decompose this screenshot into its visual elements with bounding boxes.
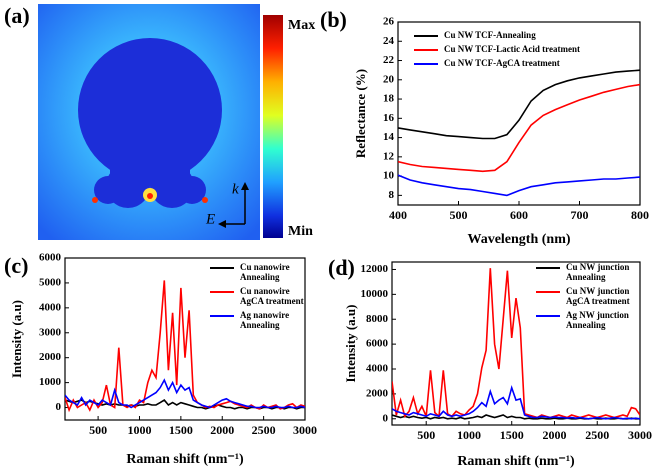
panel-label: (b) <box>320 7 347 32</box>
x-axis-label: Wavelength (nm) <box>467 232 570 247</box>
series-line <box>398 174 640 197</box>
x-tick-label: 1500 <box>500 428 524 442</box>
y-tick-label: 6000 <box>366 338 389 350</box>
legend-label: Cu NW TCF-Lactic Acid treatment <box>444 44 580 54</box>
x-tick-label: 800 <box>631 208 649 222</box>
y-tick-label: 5000 <box>39 276 62 288</box>
x-tick-label: 1000 <box>457 428 481 442</box>
y-axis-label: Reflectance (%) <box>353 69 368 158</box>
legend-box: Cu NW TCF-Lactic Acid treatment <box>444 44 580 54</box>
field-label: E <box>205 211 215 227</box>
series-line <box>65 280 305 413</box>
x-tick-label: 600 <box>510 208 528 222</box>
legend-box: Cu NW junction Annealing <box>566 262 630 282</box>
x-tick-label: 2500 <box>585 428 609 442</box>
x-tick-label: 1500 <box>169 423 193 437</box>
y-tick-label: 18 <box>383 93 395 105</box>
legend-box: Cu nanowire AgCA treatment <box>240 286 304 306</box>
x-tick-label: 3000 <box>628 428 652 442</box>
legend-box: Ag NW junction Annealing <box>566 310 629 330</box>
series-line <box>398 69 640 140</box>
y-tick-label: 12 <box>383 150 395 162</box>
x-tick-label: 700 <box>571 208 589 222</box>
x-tick-label: 2000 <box>542 428 566 442</box>
legend-label: Cu NW junction Annealing <box>566 262 630 282</box>
panel-label: (a) <box>4 3 30 28</box>
y-tick-label: 8000 <box>366 313 389 325</box>
x-tick-label: 3000 <box>293 423 317 437</box>
wave-vector-label: k <box>232 181 239 197</box>
legend-label: Cu nanowire Annealing <box>240 262 290 282</box>
y-tick-label: 4000 <box>39 301 62 313</box>
legend-label: Ag nanowire Annealing <box>240 310 290 330</box>
y-tick-label: 0 <box>56 401 62 413</box>
x-tick-label: 2000 <box>210 423 234 437</box>
field-image <box>38 4 283 240</box>
y-tick-label: 4000 <box>366 363 389 375</box>
y-tick-label: 10 <box>383 170 395 182</box>
legend-box: Cu NW junction AgCA treatment <box>566 286 630 306</box>
y-tick-label: 26 <box>383 16 395 28</box>
legend-box: Cu nanowire Annealing <box>240 262 290 282</box>
legend-box: Cu NW TCF-AgCA treatment <box>444 58 560 68</box>
y-tick-label: 2000 <box>366 387 389 399</box>
legend-box: Ag nanowire Annealing <box>240 310 290 330</box>
y-tick-label: 16 <box>383 112 395 124</box>
y-tick-label: 2000 <box>39 351 62 363</box>
legend-label: Cu NW junction AgCA treatment <box>566 286 630 306</box>
x-axis-label: Raman shift (nm⁻¹) <box>457 454 575 469</box>
colorbar-max: Max <box>288 18 315 33</box>
y-tick-label: 8 <box>389 189 395 201</box>
x-tick-label: 500 <box>89 423 107 437</box>
y-tick-label: 12000 <box>361 263 389 275</box>
y-tick-label: 14 <box>383 131 395 143</box>
y-tick-label: 6000 <box>39 252 62 264</box>
y-tick-label: 10000 <box>361 288 389 300</box>
x-tick-label: 500 <box>450 208 468 222</box>
y-axis-label: Intensity (a.u) <box>9 300 24 378</box>
series-line <box>65 378 305 409</box>
panel-label: (d) <box>328 255 355 280</box>
series-line <box>398 83 640 173</box>
x-tick-label: 2500 <box>252 423 276 437</box>
plot-frame <box>391 261 641 426</box>
y-tick-label: 3000 <box>39 326 62 338</box>
series-line <box>392 384 640 420</box>
y-tick-label: 24 <box>383 35 395 47</box>
y-tick-label: 22 <box>383 54 395 66</box>
colorbar-min: Min <box>288 224 313 239</box>
legend-label: Cu NW TCF-AgCA treatment <box>444 58 560 68</box>
legend-label: Cu NW TCF-Annealing <box>444 30 536 40</box>
x-tick-label: 1000 <box>127 423 151 437</box>
plot-frame <box>64 257 306 421</box>
y-tick-label: 0 <box>383 412 389 424</box>
x-axis-label: Raman shift (nm⁻¹) <box>126 452 244 467</box>
y-axis-label: Intensity (a.u) <box>343 304 358 382</box>
panel-label: (c) <box>4 253 28 278</box>
y-tick-label: 1000 <box>39 376 62 388</box>
legend-box: Cu NW TCF-Annealing <box>444 30 536 40</box>
series-line <box>392 414 640 420</box>
x-tick-label: 500 <box>417 428 435 442</box>
y-tick-label: 20 <box>383 73 395 85</box>
x-tick-label: 400 <box>389 208 407 222</box>
legend-label: Cu nanowire AgCA treatment <box>240 286 304 306</box>
legend-label: Ag NW junction Annealing <box>566 310 629 330</box>
